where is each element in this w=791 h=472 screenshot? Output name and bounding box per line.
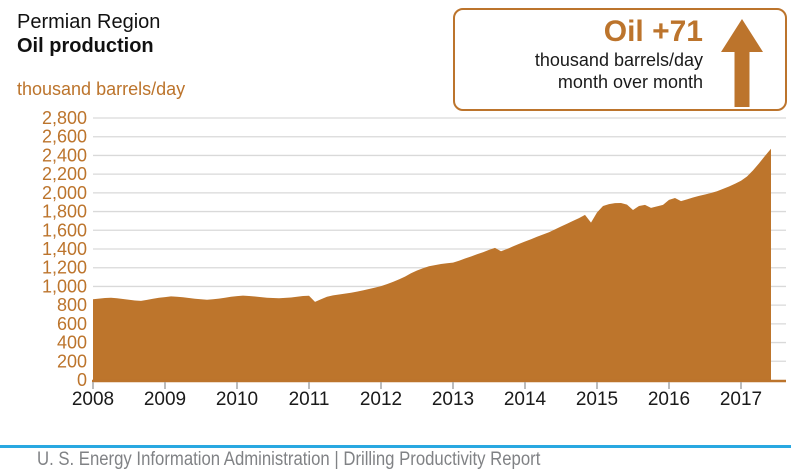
y-tick-label: 600: [57, 314, 87, 334]
footer-divider-line: [0, 445, 791, 448]
y-axis-unit-label: thousand barrels/day: [17, 79, 186, 99]
x-tick-label: 2011: [289, 389, 330, 410]
y-tick-label: 2,600: [42, 127, 87, 147]
y-tick-label: 1,200: [42, 258, 87, 278]
x-tick-label: 2017: [720, 389, 762, 410]
metric-title: Oil production: [17, 35, 154, 57]
callout-text: Oil +71 thousand barrels/day month over …: [455, 10, 717, 93]
y-tick-label: 400: [57, 333, 87, 353]
y-tick-label: 0: [77, 370, 87, 390]
chart-header: Permian Region Oil production thousand b…: [17, 10, 185, 101]
callout-arrow-area: [717, 10, 785, 109]
callout-period: month over month: [557, 72, 703, 92]
callout-unit: thousand barrels/day: [534, 50, 703, 70]
x-tick-label: 2008: [72, 389, 114, 410]
oil-production-area-series: [93, 148, 771, 381]
y-tick-label: 800: [57, 295, 87, 315]
x-tick-label: 2014: [504, 389, 547, 410]
region-title: Permian Region: [17, 11, 161, 33]
x-tick-label: 2013: [432, 389, 474, 410]
x-tick-label: 2010: [216, 389, 258, 410]
x-tick-label: 2015: [576, 389, 618, 410]
x-tick-label: 2009: [144, 389, 186, 410]
y-tick-label: 2,000: [42, 183, 87, 203]
x-tick-label: 2012: [360, 389, 402, 410]
y-tick-label: 1,400: [42, 239, 87, 259]
month-over-month-callout: Oil +71 thousand barrels/day month over …: [453, 8, 787, 111]
footer-source-text: U. S. Energy Information Administration …: [37, 449, 541, 470]
x-tick-label: 2016: [648, 389, 690, 410]
y-tick-label: 200: [57, 351, 87, 371]
y-tick-label: 1,000: [42, 276, 87, 296]
y-tick-label: 1,800: [42, 202, 87, 222]
y-tick-label: 2,400: [42, 145, 87, 165]
y-tick-label: 1,600: [42, 220, 87, 240]
y-tick-label: 2,800: [42, 108, 87, 128]
callout-headline: Oil +71: [603, 15, 703, 48]
y-tick-label: 2,200: [42, 164, 87, 184]
up-arrow-icon: [721, 19, 763, 107]
